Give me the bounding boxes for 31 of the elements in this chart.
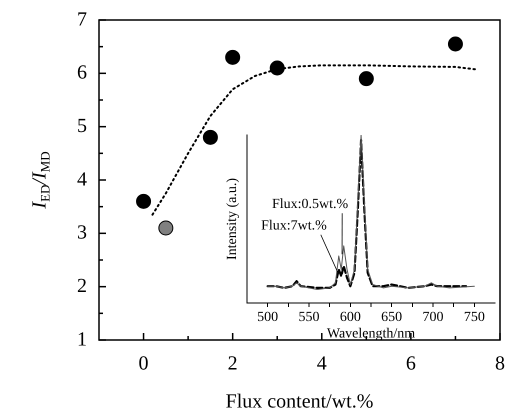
y-tick-label: 4: [77, 168, 87, 190]
x-tick-label: 500: [257, 310, 278, 326]
point: [270, 60, 285, 76]
x-tick-label: 550: [298, 310, 320, 326]
y-tick-label: 2: [77, 274, 87, 297]
y-tick-label: 6: [77, 62, 87, 84]
x-tick-label: 6: [406, 352, 416, 374]
y-tick-label: 1: [77, 328, 87, 350]
x-axis-title: Wavelength/nm: [326, 326, 416, 342]
x-tick-label: 4: [316, 352, 327, 374]
point: [448, 36, 463, 52]
y-tick-label: 7: [77, 8, 87, 30]
y-tick-label: 3: [77, 222, 87, 244]
y-axis-title: Intensity (a.u.): [225, 178, 240, 260]
x-tick-label: 0: [138, 352, 149, 374]
point: [136, 194, 152, 209]
x-tick-label: 2: [228, 352, 238, 374]
x-tick-label: 8: [495, 352, 505, 374]
y-tick-label: 5: [77, 114, 87, 137]
annotation: Flux:7wt.%: [261, 218, 328, 234]
point: [225, 50, 240, 65]
x-tick-label: 600: [340, 310, 361, 326]
point: [158, 220, 174, 236]
point: [202, 130, 218, 145]
y-axis-title: IED/IMD: [28, 151, 52, 210]
annotation: Flux:0.5wt.%: [272, 196, 349, 212]
x-tick-label: 700: [422, 310, 444, 326]
x-tick-label: 650: [381, 310, 402, 326]
x-tick-label: 750: [464, 310, 485, 326]
point: [358, 71, 374, 86]
x-axis-title: Flux content/wt.%: [226, 390, 374, 412]
